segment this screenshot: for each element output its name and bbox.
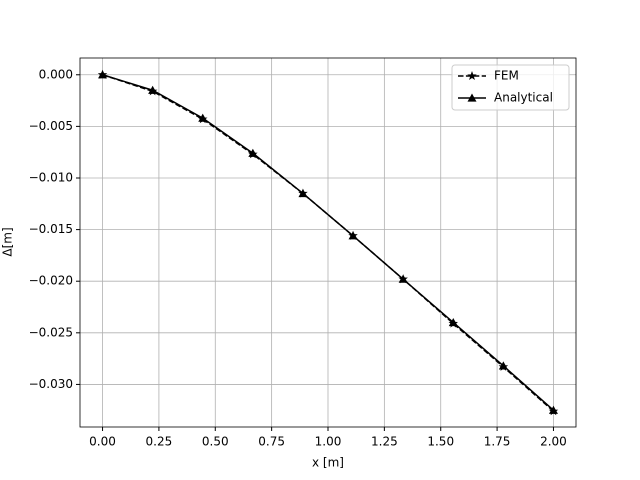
marker	[448, 317, 458, 327]
y-tick-label: −0.015	[29, 222, 73, 236]
x-axis-label: x [m]	[312, 456, 344, 470]
marker	[98, 70, 108, 79]
y-tick-label: 0.000	[39, 67, 73, 81]
x-tick-label: 0.75	[258, 435, 285, 449]
series-line	[102, 74, 554, 411]
legend-label: FEM	[494, 69, 519, 83]
x-tick-label: 0.00	[89, 435, 116, 449]
y-tick-label: −0.005	[29, 119, 73, 133]
x-tick-label: 2.00	[540, 435, 567, 449]
legend-marker	[467, 71, 477, 81]
series-line	[102, 74, 554, 412]
marker	[548, 405, 558, 414]
y-axis-label: Δ[m]	[1, 227, 15, 256]
legend-marker	[467, 93, 477, 102]
y-tick-label: −0.020	[29, 274, 73, 288]
marker	[148, 85, 158, 94]
marker	[498, 361, 508, 370]
x-tick-label: 0.50	[202, 435, 229, 449]
plot-frame	[79, 57, 577, 428]
x-tick-label: 1.00	[315, 435, 342, 449]
marker	[248, 148, 258, 157]
legend-label: Analytical	[494, 91, 553, 105]
x-tick-label: 1.25	[371, 435, 398, 449]
marker	[298, 188, 308, 198]
x-tick-label: 1.50	[427, 435, 454, 449]
marker	[348, 231, 358, 240]
x-tick-label: 1.75	[484, 435, 511, 449]
y-tick-label: −0.025	[29, 325, 73, 339]
x-tick-label: 0.25	[146, 435, 173, 449]
marker	[198, 113, 208, 122]
y-tick-label: −0.030	[29, 377, 73, 391]
y-tick-label: −0.010	[29, 170, 73, 184]
marker	[398, 274, 408, 283]
